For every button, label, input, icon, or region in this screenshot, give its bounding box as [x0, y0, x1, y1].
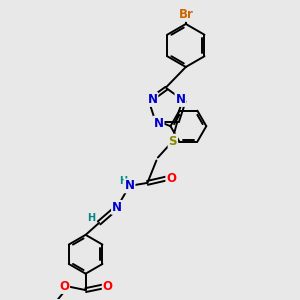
Text: N: N: [112, 201, 122, 214]
Text: O: O: [59, 280, 69, 293]
Text: N: N: [124, 179, 134, 192]
Text: N: N: [154, 117, 164, 130]
Text: H: H: [88, 212, 96, 223]
Text: Br: Br: [178, 8, 193, 21]
Text: H: H: [119, 176, 127, 185]
Text: O: O: [103, 280, 113, 293]
Text: S: S: [169, 135, 177, 148]
Text: N: N: [147, 93, 158, 106]
Text: O: O: [166, 172, 176, 185]
Text: N: N: [176, 93, 185, 106]
